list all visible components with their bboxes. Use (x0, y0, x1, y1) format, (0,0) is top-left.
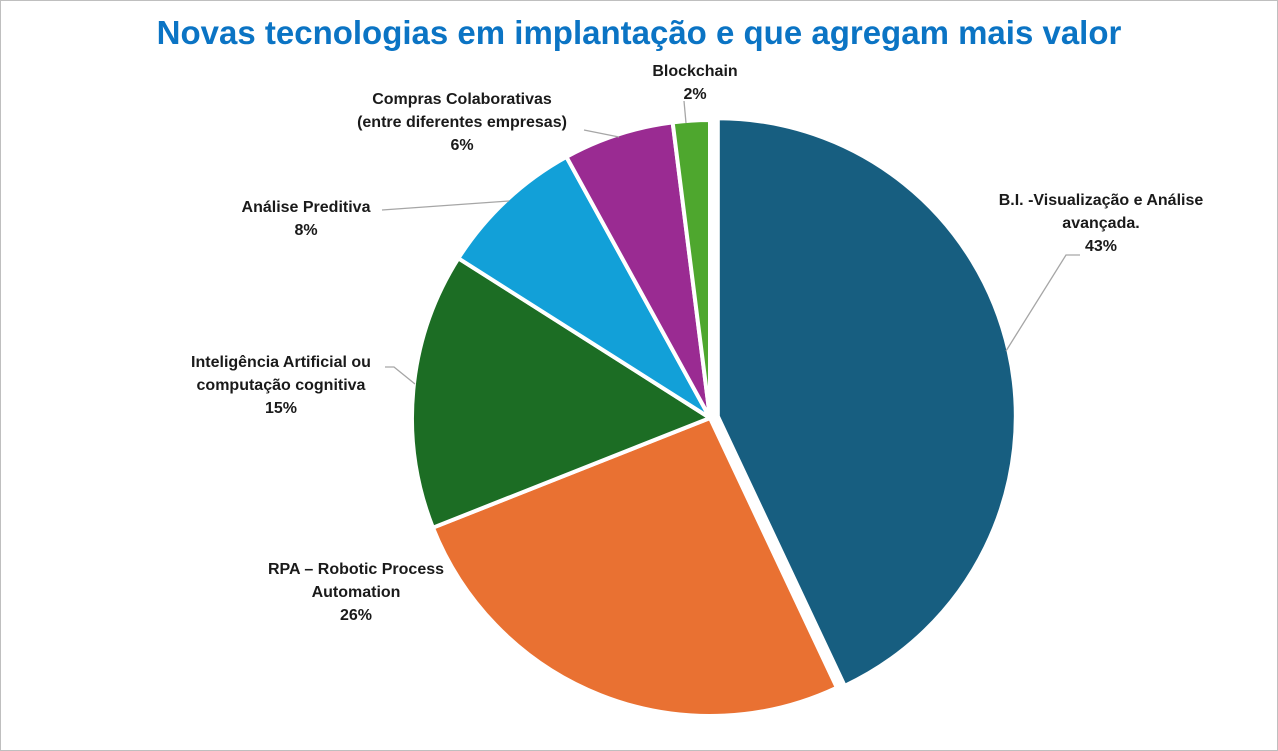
slice-label: B.I. -Visualização e Análise avançada. 43% (999, 192, 1204, 255)
leader-line (1005, 254, 1080, 352)
slice-label: Blockchain 2% (652, 63, 737, 103)
slice-category-label: RPA – Robotic Process (268, 561, 444, 578)
slice-label: Compras Colaborativas (entre diferentes e… (357, 91, 567, 154)
slice-value-label: 2% (683, 86, 706, 103)
slice-category-label: Inteligência Artificial ou (191, 354, 371, 371)
chart-title: Novas tecnologias em implantação e que a… (156, 14, 1122, 51)
pie-slice (410, 256, 712, 530)
leader-line (583, 129, 620, 138)
slice-value-label: 15% (265, 400, 297, 417)
leader-line (683, 100, 687, 124)
slice-value-label: 8% (294, 222, 317, 239)
slice-category-label: B.I. -Visualização e Análise (999, 192, 1204, 209)
slice-label: Análise Preditiva 8% (242, 199, 371, 239)
slice-label: RPA – Robotic Process Automation 26% (268, 561, 444, 624)
slice-category-label: Análise Preditiva (242, 199, 371, 216)
pie-slice (715, 116, 1018, 688)
pie-slice (670, 118, 712, 420)
leader-line (385, 366, 416, 385)
slice-label: Inteligência Artificial ou computação cog… (191, 354, 371, 417)
pie-slice (430, 416, 839, 718)
slice-category-label: avançada. (1062, 215, 1139, 232)
slice-category-label: Blockchain (652, 63, 737, 80)
slice-category-label: computação cognitiva (197, 377, 366, 394)
slice-value-label: 26% (340, 607, 372, 624)
slice-category-label: Automation (312, 584, 401, 601)
slice-value-label: 43% (1085, 238, 1117, 255)
leader-line (381, 200, 510, 211)
slice-value-label: 6% (450, 137, 473, 154)
slice-category-label: Compras Colaborativas (372, 91, 552, 108)
slice-category-label: (entre diferentes empresas) (357, 114, 567, 131)
